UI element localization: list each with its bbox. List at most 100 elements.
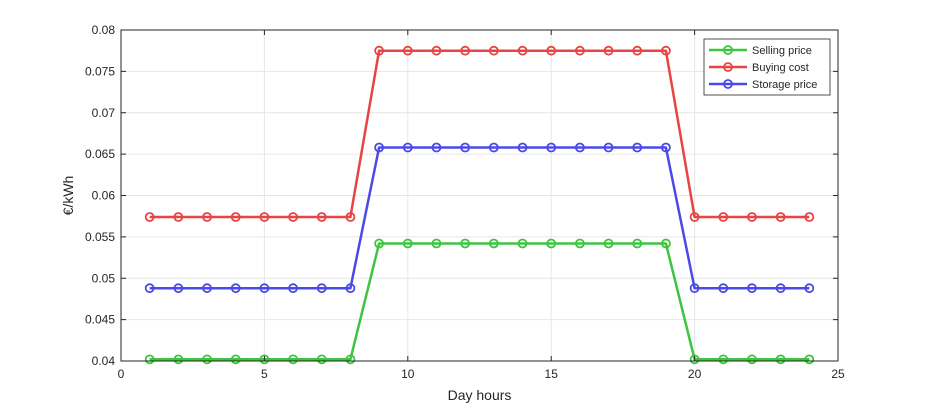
legend-label-buying-cost: Buying cost xyxy=(752,62,809,74)
x-tick-label: 5 xyxy=(261,367,268,381)
data-point-storage-price xyxy=(288,283,298,294)
data-point-selling-price xyxy=(345,354,356,365)
data-point-storage-price xyxy=(316,283,327,294)
data-point-selling-price xyxy=(546,238,557,249)
data-point-storage-price xyxy=(144,283,155,294)
data-point-storage-price xyxy=(517,142,528,153)
data-point-selling-price xyxy=(173,354,184,365)
data-point-storage-price xyxy=(804,283,815,294)
data-point-storage-price xyxy=(747,283,757,294)
y-tick-label: 0.07 xyxy=(92,106,116,120)
y-tick-label: 0.045 xyxy=(85,313,115,327)
data-point-selling-price xyxy=(431,238,442,249)
data-point-buying-cost xyxy=(259,212,270,222)
y-tick-label: 0.055 xyxy=(85,230,115,244)
data-point-storage-price xyxy=(259,283,270,294)
data-point-buying-cost xyxy=(144,212,155,222)
axis-ticks: 0 5 10 15 20 25 0.04 0.045 0.05 0.055 0.06 0.065 0.0… xyxy=(85,23,845,381)
legend-marker-selling-price xyxy=(723,45,733,55)
data-point-storage-price xyxy=(718,283,729,294)
legend-marker-storage-price xyxy=(723,79,733,89)
data-point-storage-price xyxy=(661,142,671,153)
data-point-storage-price xyxy=(230,283,241,294)
data-point-buying-cost xyxy=(316,212,327,222)
data-point-storage-price xyxy=(431,142,442,153)
y-tick-label: 0.05 xyxy=(92,271,116,285)
y-tick-label: 0.075 xyxy=(85,64,115,78)
data-point-selling-price xyxy=(804,354,815,365)
data-point-buying-cost xyxy=(402,45,413,56)
data-point-buying-cost xyxy=(488,45,499,56)
data-point-storage-price xyxy=(775,283,786,294)
data-point-selling-price xyxy=(574,238,585,249)
data-point-storage-price xyxy=(488,142,499,153)
data-point-buying-cost xyxy=(603,45,614,56)
series-layer xyxy=(144,45,815,365)
data-point-buying-cost xyxy=(288,212,298,222)
x-tick-label: 10 xyxy=(401,367,415,381)
legend-label-selling-price: Selling price xyxy=(752,45,812,57)
series-line-selling-price xyxy=(149,242,810,361)
data-point-selling-price xyxy=(144,354,155,365)
y-tick-label: 0.06 xyxy=(92,189,116,203)
data-point-selling-price xyxy=(288,354,298,365)
legend-marker-buying-cost xyxy=(723,62,733,72)
data-point-storage-price xyxy=(574,142,585,153)
data-point-buying-cost xyxy=(632,45,643,56)
data-point-selling-price xyxy=(603,238,614,249)
data-point-storage-price xyxy=(460,142,471,153)
data-point-storage-price xyxy=(603,142,614,153)
data-point-selling-price xyxy=(259,354,270,365)
legend-label-storage-price: Storage price xyxy=(752,79,817,91)
data-point-storage-price xyxy=(345,283,356,294)
data-point-selling-price xyxy=(689,354,700,365)
data-point-buying-cost xyxy=(202,212,212,222)
data-point-selling-price xyxy=(517,238,528,249)
data-point-buying-cost xyxy=(173,212,184,222)
data-point-buying-cost xyxy=(431,45,442,56)
data-point-storage-price xyxy=(202,283,212,294)
data-point-selling-price xyxy=(661,238,671,249)
data-point-buying-cost xyxy=(460,45,471,56)
data-point-selling-price xyxy=(402,238,413,249)
data-point-buying-cost xyxy=(689,212,700,222)
data-point-buying-cost xyxy=(374,45,385,56)
legend: Selling price Buying cost Storage price xyxy=(703,38,831,96)
x-tick-label: 15 xyxy=(545,367,559,381)
y-tick-label: 0.08 xyxy=(92,23,116,37)
data-point-selling-price xyxy=(374,238,385,249)
data-point-buying-cost xyxy=(345,212,356,222)
data-point-selling-price xyxy=(316,354,327,365)
x-tick-label: 0 xyxy=(118,367,125,381)
data-point-storage-price xyxy=(689,283,700,294)
data-point-selling-price xyxy=(460,238,471,249)
data-point-buying-cost xyxy=(517,45,528,56)
x-tick-label: 20 xyxy=(688,367,702,381)
y-tick-label: 0.04 xyxy=(92,354,116,368)
data-point-buying-cost xyxy=(775,212,786,222)
data-point-buying-cost xyxy=(718,212,729,222)
data-point-buying-cost xyxy=(230,212,241,222)
data-point-storage-price xyxy=(173,283,184,294)
data-point-storage-price xyxy=(402,142,413,153)
data-point-selling-price xyxy=(202,354,212,365)
y-tick-label: 0.065 xyxy=(85,147,115,161)
x-axis-label: Day hours xyxy=(448,387,512,403)
data-point-buying-cost xyxy=(574,45,585,56)
data-point-selling-price xyxy=(775,354,786,365)
x-tick-label: 25 xyxy=(831,367,845,381)
data-point-buying-cost xyxy=(661,45,671,56)
data-point-buying-cost xyxy=(747,212,757,222)
data-point-selling-price xyxy=(230,354,241,365)
data-point-buying-cost xyxy=(804,212,815,222)
data-point-selling-price xyxy=(488,238,499,249)
data-point-buying-cost xyxy=(546,45,557,56)
data-point-selling-price xyxy=(718,354,729,365)
y-axis-label: €/kWh xyxy=(60,176,76,216)
data-point-storage-price xyxy=(632,142,643,153)
data-point-storage-price xyxy=(374,142,385,153)
data-point-selling-price xyxy=(747,354,757,365)
data-point-storage-price xyxy=(546,142,557,153)
data-point-selling-price xyxy=(632,238,643,249)
